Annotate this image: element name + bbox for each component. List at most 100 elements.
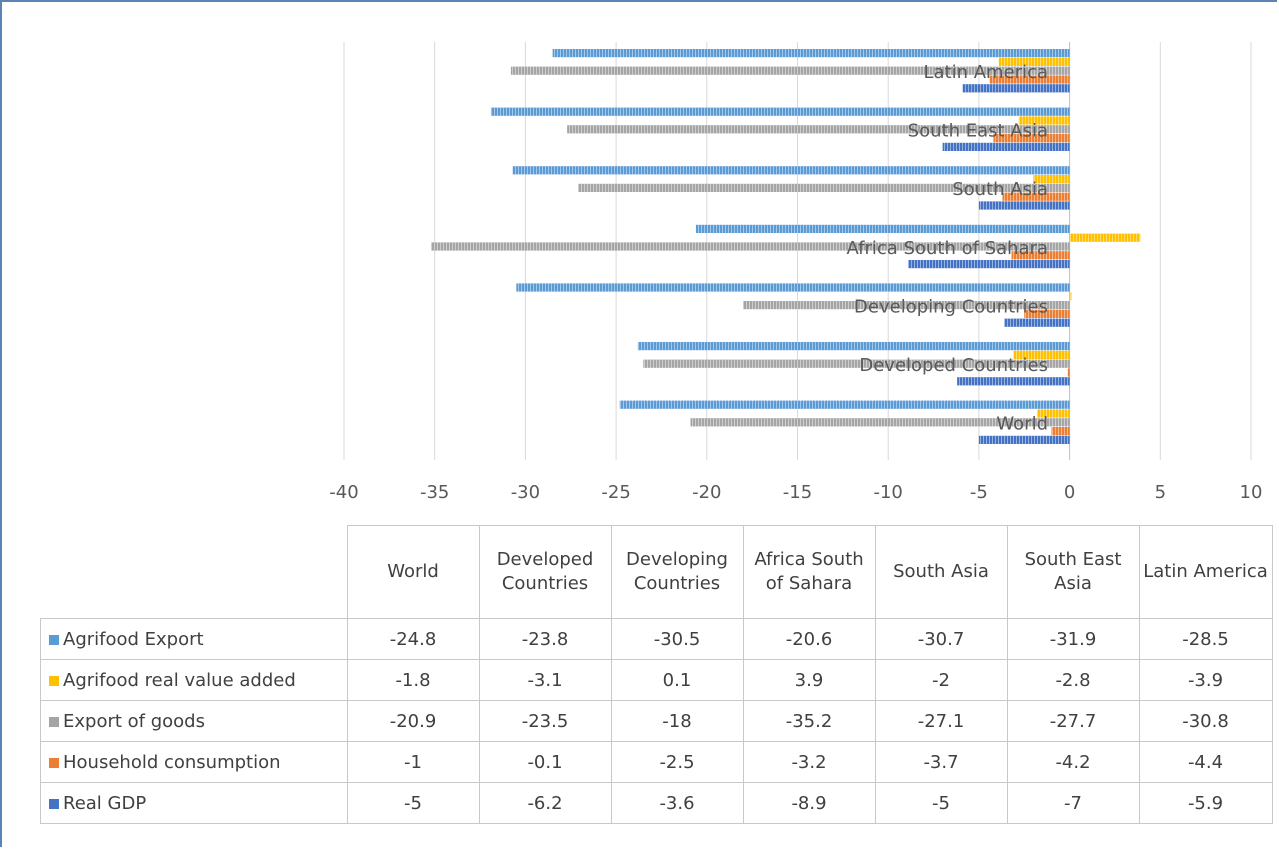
bar-texture	[1004, 318, 1070, 327]
bar-texture	[908, 260, 1070, 269]
legend-swatch	[49, 757, 59, 768]
x-tick-label: 5	[1155, 482, 1166, 503]
table-column-header: Developed Countries	[478, 525, 612, 619]
bar-texture	[690, 418, 1070, 427]
category-label: Developing Countries	[854, 296, 1048, 317]
category-label: Latin America	[924, 62, 1049, 83]
bar-texture	[1069, 292, 1072, 301]
legend-entry: Export of goods	[40, 700, 348, 742]
bar-texture	[1002, 192, 1070, 201]
legend-entry: Real GDP	[40, 782, 348, 824]
bar-texture	[431, 242, 1070, 251]
x-tick-label: -5	[970, 482, 988, 503]
category-label: Africa South of Sahara	[847, 238, 1049, 259]
bar-texture	[998, 57, 1070, 66]
table-row: Agrifood Export -24.8 -23.8 -30.5 -20.6 -30.7…	[40, 618, 1273, 660]
bar-texture	[989, 75, 1070, 84]
bar-texture	[1013, 350, 1070, 359]
table-cell: -23.8	[478, 618, 612, 660]
table-cell: -7	[1006, 782, 1140, 824]
x-tick-label: -15	[783, 482, 812, 503]
table-corner	[40, 525, 348, 619]
table-cell: -5	[346, 782, 480, 824]
table-row: Export of goods -20.9 -23.5 -18 -35.2 -27.1 -2…	[40, 700, 1273, 742]
table-cell: -27.1	[874, 700, 1008, 742]
bar-texture	[637, 342, 1070, 351]
table-cell: -35.2	[742, 700, 876, 742]
series-name: Agrifood Export	[63, 628, 204, 650]
table-cell: -30.7	[874, 618, 1008, 660]
table-row: Agrifood real value added -1.8 -3.1 0.1 3.9-…	[40, 659, 1273, 701]
table-cell: -1	[346, 741, 480, 783]
data-table: World Developed Countries Developing Count…	[40, 525, 1273, 824]
table-header-row: World Developed Countries Developing Count…	[40, 525, 1273, 619]
x-tick-label: -10	[873, 482, 902, 503]
bar-texture	[512, 166, 1070, 175]
bar-texture	[1011, 251, 1070, 260]
table-cell: -2.5	[610, 741, 744, 783]
bar-texture	[962, 84, 1070, 93]
bar-chart: World Developed Countries Developing Count…	[329, 42, 1263, 503]
table-cell: -24.8	[346, 618, 480, 660]
table-cell: -23.5	[478, 700, 612, 742]
table-column-header: Developing Countries	[610, 525, 744, 619]
bar-texture	[1067, 368, 1070, 377]
series-name: Export of goods	[63, 710, 205, 732]
bar-texture	[1018, 116, 1070, 125]
legend-entry: Household consumption	[40, 741, 348, 783]
table-cell: -3.7	[874, 741, 1008, 783]
table-column-header: South East Asia	[1006, 525, 1140, 619]
table-cell: -5	[874, 782, 1008, 824]
category-label: South Asia	[952, 179, 1048, 200]
series-name: Household consumption	[63, 751, 281, 773]
bar-texture	[619, 400, 1070, 409]
x-tick-label: -40	[329, 482, 358, 503]
bar-texture	[567, 125, 1070, 134]
table-cell: -4.2	[1006, 741, 1140, 783]
table-cell: 3.9	[742, 659, 876, 701]
table-cell: -3.1	[478, 659, 612, 701]
legend-entry: Agrifood real value added	[40, 659, 348, 701]
legend-swatch	[49, 798, 59, 809]
table-cell: 0.1	[610, 659, 744, 701]
bar-texture	[942, 142, 1070, 151]
table-column-header: Africa South of Sahara	[742, 525, 876, 619]
x-tick-label: 0	[1064, 482, 1075, 503]
table-cell: -3.9	[1138, 659, 1273, 701]
table-cell: -4.4	[1138, 741, 1273, 783]
table-cell: -6.2	[478, 782, 612, 824]
table-column-header: World	[346, 525, 480, 619]
bar-texture	[516, 283, 1070, 292]
category-label: South East Asia	[908, 121, 1048, 142]
bar-texture	[978, 201, 1070, 210]
bar-texture	[1069, 233, 1141, 242]
x-tick-label: -20	[692, 482, 721, 503]
table-cell: -18	[610, 700, 744, 742]
legend-swatch	[49, 716, 59, 727]
bar-texture	[1051, 427, 1070, 436]
bar-texture	[978, 435, 1070, 444]
x-tick-label: -30	[511, 482, 540, 503]
table-cell: -27.7	[1006, 700, 1140, 742]
bar-texture	[993, 134, 1070, 143]
bar-texture	[1024, 309, 1070, 318]
legend-swatch	[49, 675, 59, 686]
table-cell: -30.8	[1138, 700, 1273, 742]
bar-texture	[695, 224, 1070, 233]
bar-texture	[957, 377, 1070, 386]
bar-texture	[643, 359, 1070, 368]
bar-texture	[578, 183, 1070, 192]
table-cell: -2.8	[1006, 659, 1140, 701]
bar-texture	[490, 107, 1070, 116]
bar-texture	[510, 66, 1070, 75]
table-column-header: South Asia	[874, 525, 1008, 619]
table-row: Real GDP -5 -6.2 -3.6 -8.9 -5 -7 -5.9	[40, 782, 1273, 824]
bar-texture	[743, 301, 1070, 310]
category-label: World	[996, 414, 1048, 435]
bar-texture	[1033, 175, 1070, 184]
table-cell: -30.5	[610, 618, 744, 660]
category-label: Developed Countries	[859, 355, 1048, 376]
series-name: Real GDP	[63, 792, 147, 814]
x-tick-label: 10	[1240, 482, 1263, 503]
